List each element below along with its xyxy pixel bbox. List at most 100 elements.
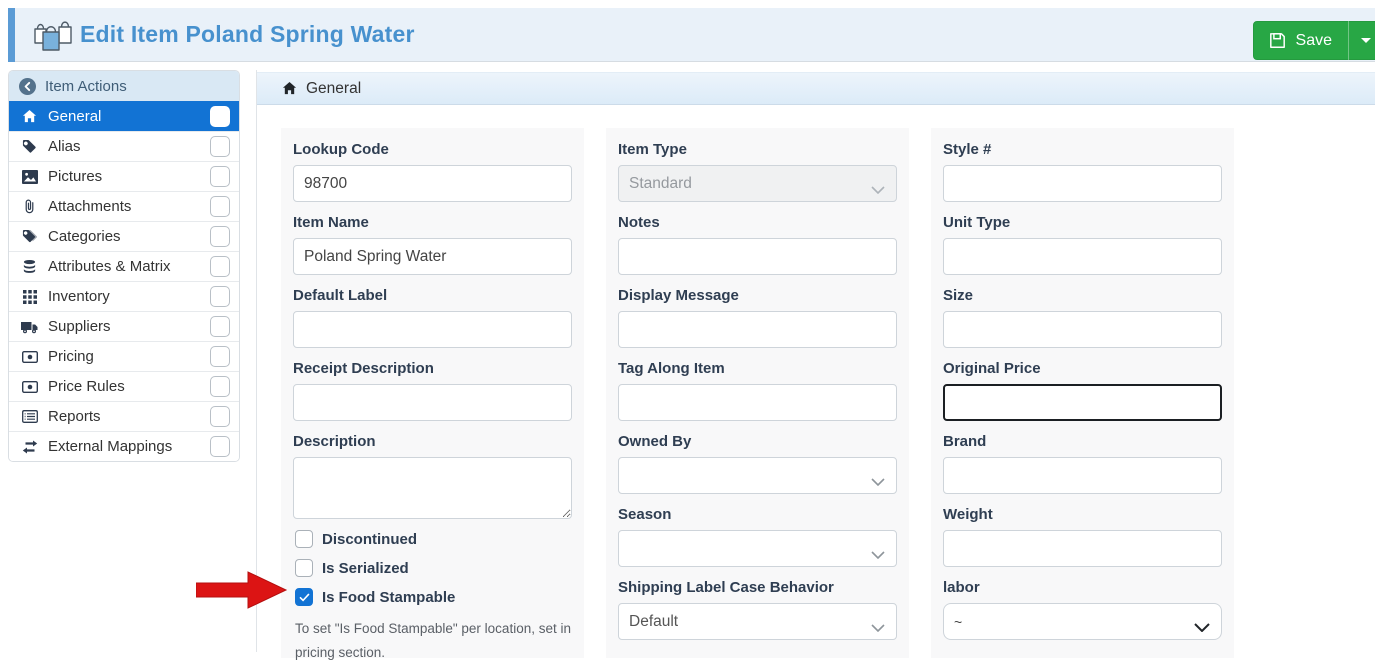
swap-arrows-icon <box>21 440 38 454</box>
description-label: Description <box>293 433 376 450</box>
sidebar-item-general[interactable]: General <box>9 101 239 131</box>
sidebar-item-label: General <box>48 108 102 125</box>
unit-type-field[interactable] <box>943 238 1222 275</box>
card-list-icon <box>21 410 38 423</box>
receipt-description-field[interactable] <box>293 384 572 421</box>
truck-icon <box>21 320 38 334</box>
is-serialized-checkbox[interactable] <box>295 559 313 577</box>
cash-icon <box>21 350 38 363</box>
sidebar-item-pricing[interactable]: Pricing <box>9 341 239 371</box>
tag-along-item-label: Tag Along Item <box>618 360 725 377</box>
sidebar-checkbox-general[interactable] <box>210 106 230 127</box>
discontinued-row: Discontinued <box>295 530 572 548</box>
item-type-label: Item Type <box>618 141 687 158</box>
sidebar-checkbox-pricing[interactable] <box>210 346 230 367</box>
red-pointer-arrow <box>195 571 288 614</box>
sidebar-item-inventory[interactable]: Inventory <box>9 281 239 311</box>
brand-label: Brand <box>943 433 987 450</box>
style-number-field[interactable] <box>943 165 1222 202</box>
sidebar-checkbox-alias[interactable] <box>210 136 230 157</box>
display-message-field[interactable] <box>618 311 897 348</box>
sidebar-item-categories[interactable]: Categories <box>9 221 239 251</box>
weight-label: Weight <box>943 506 993 523</box>
tag-along-item-field[interactable] <box>618 384 897 421</box>
labor-select[interactable]: ~ <box>943 603 1222 640</box>
form-column-1: Lookup Code Item Name Default Label Rece… <box>281 128 584 660</box>
sidebar-item-label: Price Rules <box>48 378 125 395</box>
owned-by-select[interactable] <box>618 457 897 494</box>
sidebar-checkbox-attributes-matrix[interactable] <box>210 256 230 277</box>
discontinued-checkbox[interactable] <box>295 530 313 548</box>
cash-icon <box>21 380 38 393</box>
discontinued-label: Discontinued <box>322 530 418 548</box>
is-food-stampable-checkbox[interactable] <box>295 588 313 606</box>
sidebar-item-price-rules[interactable]: Price Rules <box>9 371 239 401</box>
accent-bar <box>8 8 15 62</box>
form-column-3: Style # Unit Type Size Original Price Br… <box>931 128 1234 658</box>
item-name-field[interactable] <box>293 238 572 275</box>
weight-field[interactable] <box>943 530 1222 567</box>
original-price-label: Original Price <box>943 360 1041 377</box>
is-serialized-label: Is Serialized <box>322 559 409 577</box>
item-actions-sidebar: Item Actions General Alias <box>8 70 240 462</box>
sidebar-item-label: Suppliers <box>48 318 111 335</box>
is-food-stampable-row: Is Food Stampable <box>295 588 572 606</box>
sidebar-item-label: Attachments <box>48 198 132 215</box>
sidebar-item-label: Pricing <box>48 348 94 365</box>
tag-icon <box>21 139 38 154</box>
season-select[interactable] <box>618 530 897 567</box>
size-field[interactable] <box>943 311 1222 348</box>
sidebar-item-label: Categories <box>48 228 121 245</box>
sidebar-checkbox-external-mappings[interactable] <box>210 436 230 457</box>
arrow-left-circle-icon[interactable] <box>19 77 36 95</box>
style-number-label: Style # <box>943 141 992 158</box>
notes-field[interactable] <box>618 238 897 275</box>
lookup-code-label: Lookup Code <box>293 141 389 158</box>
sidebar-item-external-mappings[interactable]: External Mappings <box>9 431 239 461</box>
tags-icon <box>21 229 38 244</box>
brand-field[interactable] <box>943 457 1222 494</box>
default-label-field[interactable] <box>293 311 572 348</box>
stack-icon <box>21 259 38 274</box>
save-button-label: Save <box>1295 31 1332 49</box>
house-icon <box>21 109 38 124</box>
size-label: Size <box>943 287 974 304</box>
picture-icon <box>21 169 38 184</box>
sidebar-item-attributes-matrix[interactable]: Attributes & Matrix <box>9 251 239 281</box>
is-serialized-row: Is Serialized <box>295 559 572 577</box>
owned-by-label: Owned By <box>618 433 692 450</box>
original-price-field[interactable] <box>943 384 1222 421</box>
sidebar-item-reports[interactable]: Reports <box>9 401 239 431</box>
sidebar-checkbox-pictures[interactable] <box>210 166 230 187</box>
display-message-label: Display Message <box>618 287 739 304</box>
title-bar: Edit Item Poland Spring Water Save <box>8 8 1375 62</box>
sidebar-checkbox-reports[interactable] <box>210 406 230 427</box>
sidebar-checkbox-inventory[interactable] <box>210 286 230 307</box>
form-column-2: Item Type Standard Notes Display Message… <box>606 128 909 658</box>
default-label-label: Default Label <box>293 287 388 304</box>
lookup-code-field[interactable] <box>293 165 572 202</box>
shipping-label-case-behavior-label: Shipping Label Case Behavior <box>618 579 834 596</box>
sidebar-checkbox-price-rules[interactable] <box>210 376 230 397</box>
sidebar-checkbox-categories[interactable] <box>210 226 230 247</box>
sidebar-item-pictures[interactable]: Pictures <box>9 161 239 191</box>
sidebar-item-suppliers[interactable]: Suppliers <box>9 311 239 341</box>
sidebar-item-attachments[interactable]: Attachments <box>9 191 239 221</box>
sidebar-checkbox-suppliers[interactable] <box>210 316 230 337</box>
chevron-down-icon <box>1194 619 1210 637</box>
shipping-label-case-behavior-select[interactable]: Default <box>618 603 897 640</box>
save-dropdown-toggle[interactable] <box>1348 21 1371 60</box>
save-button[interactable]: Save <box>1252 21 1375 60</box>
main-panel: General Lookup Code Item Name Default La… <box>256 70 1375 660</box>
general-panel-header: General <box>257 72 1375 105</box>
sidebar-item-alias[interactable]: Alias <box>9 131 239 161</box>
description-field[interactable] <box>293 457 572 519</box>
chevron-down-icon <box>871 181 885 199</box>
sidebar-checkbox-attachments[interactable] <box>210 196 230 217</box>
sidebar-header-label: Item Actions <box>45 77 127 95</box>
sidebar-item-label: Reports <box>48 408 101 425</box>
sidebar-header: Item Actions <box>9 71 239 101</box>
sidebar-item-label: Inventory <box>48 288 110 305</box>
sidebar-item-label: Pictures <box>48 168 103 185</box>
